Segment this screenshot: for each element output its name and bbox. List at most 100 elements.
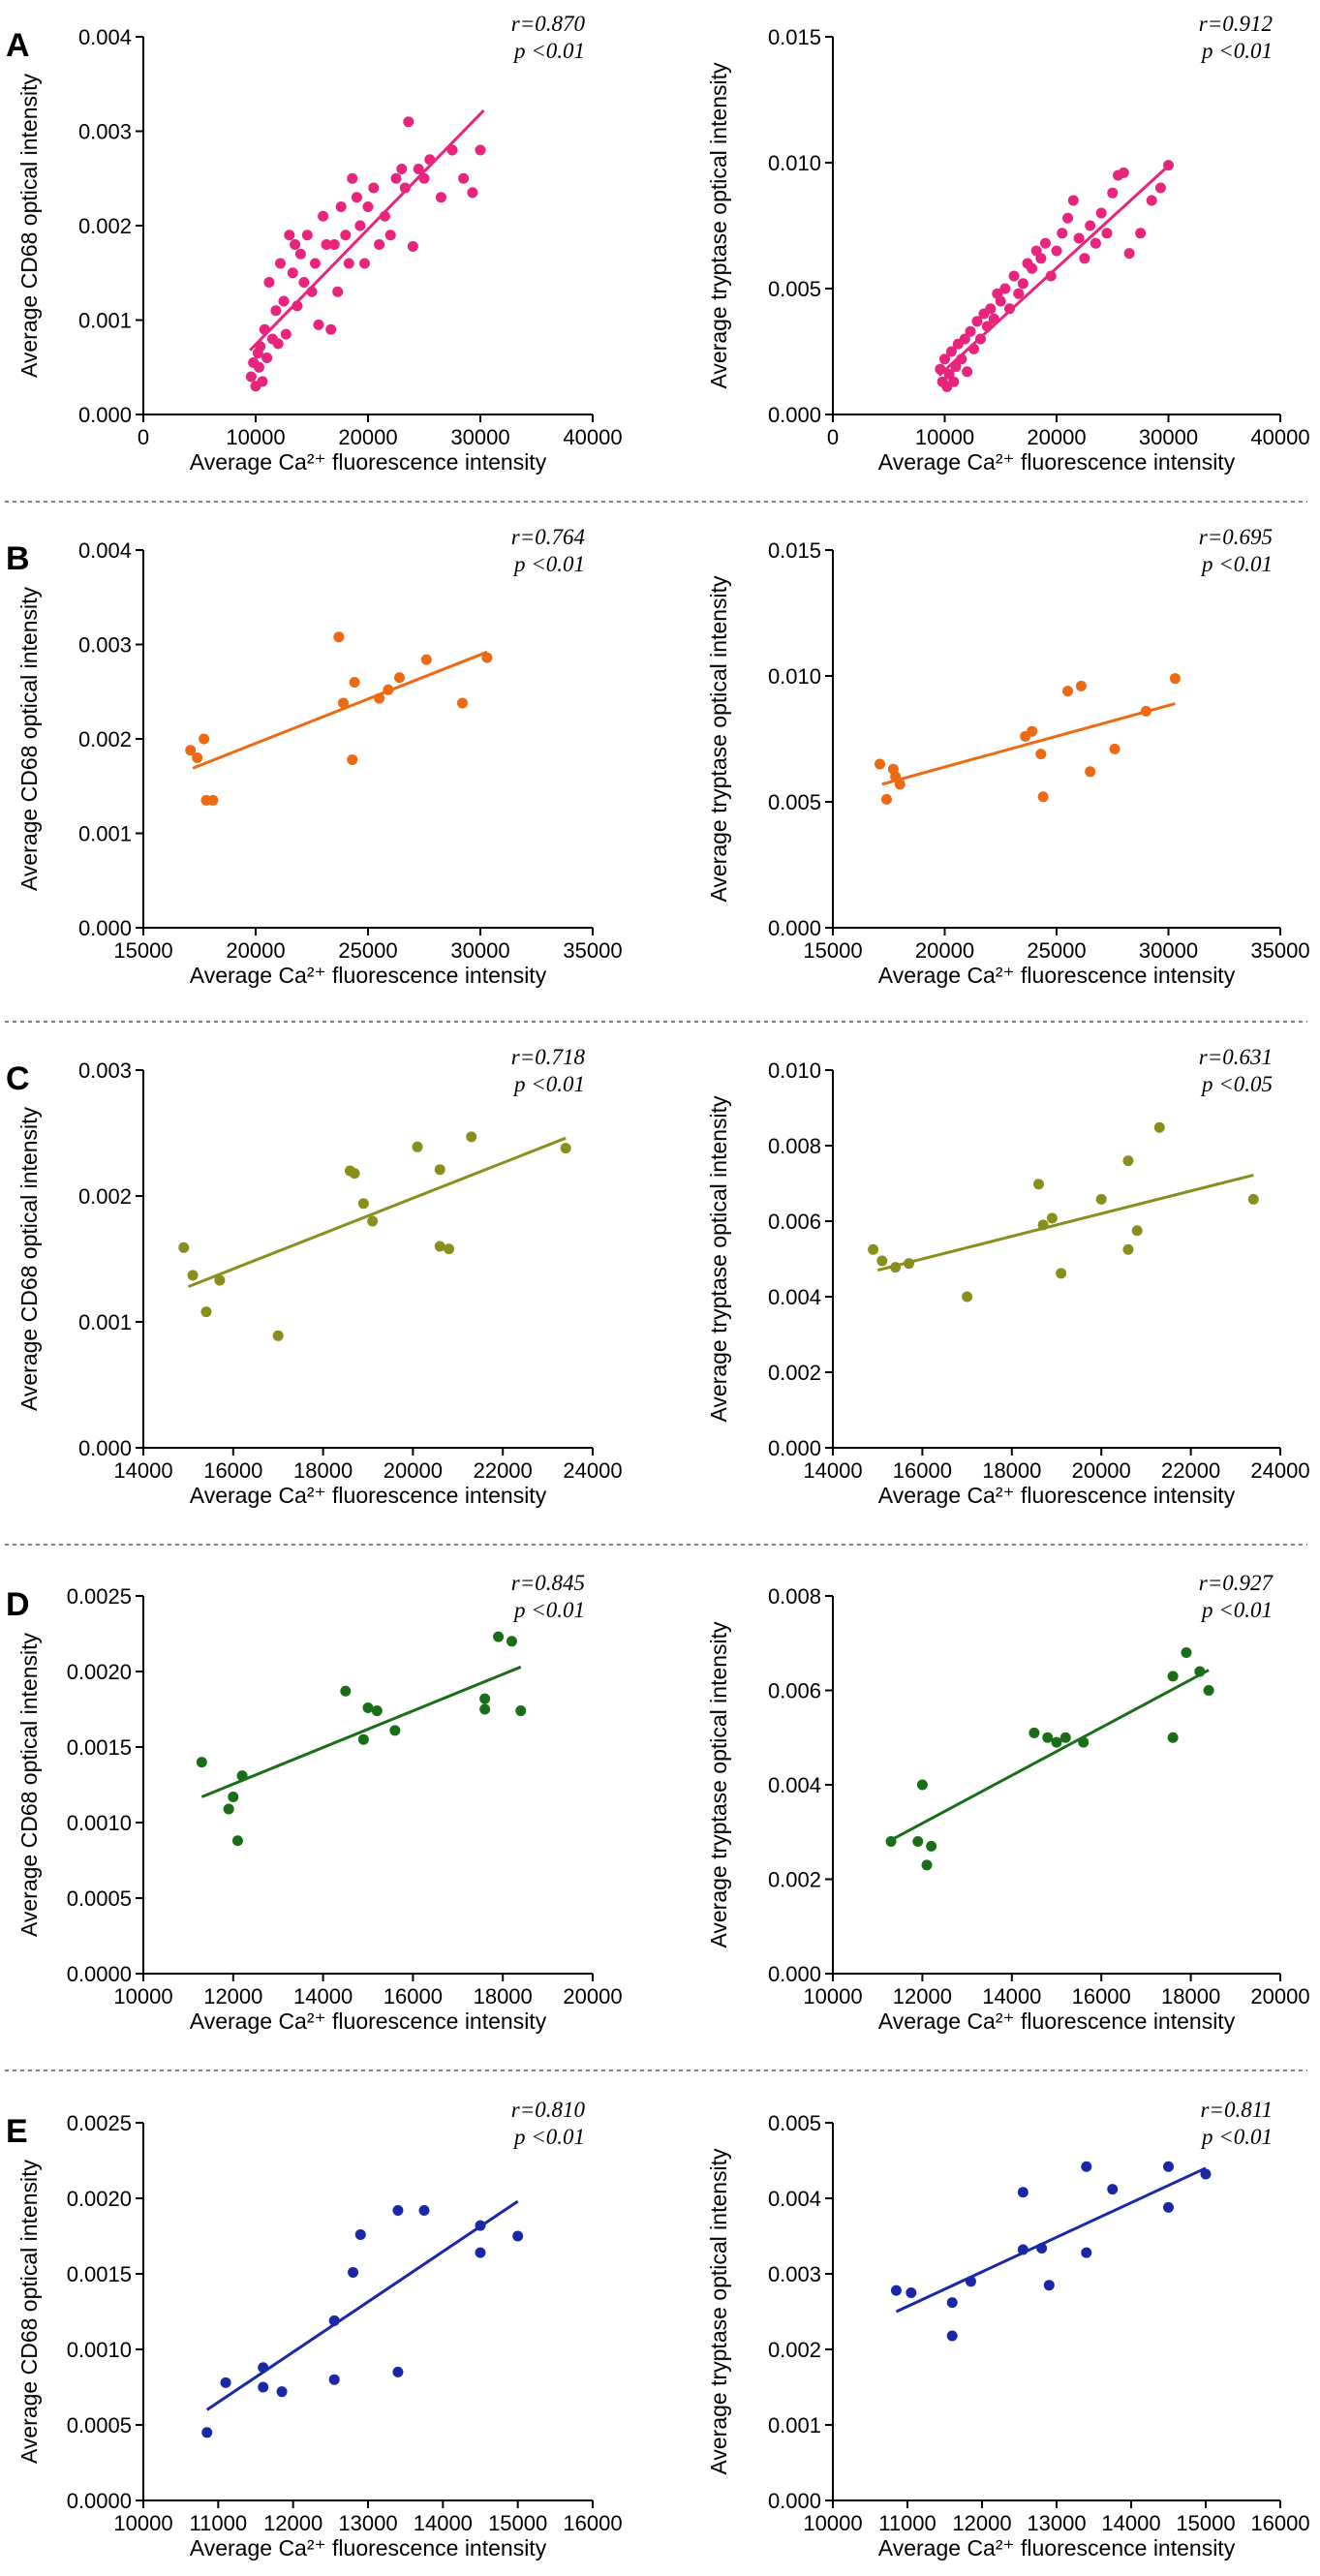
x-axis-label: Average Ca²⁺ fluorescence intensity (878, 449, 1236, 475)
data-point (1035, 253, 1047, 264)
data-point (328, 2374, 340, 2385)
chart-a-cd68: 0.000 0.001 0.002 0.003 0.004 0 10000 20000 3000… (16, 12, 623, 475)
x-tick-label: 40000 (1250, 425, 1309, 449)
stat-p-value: p <0.01 (1200, 39, 1273, 63)
data-point (946, 2330, 958, 2342)
data-point (413, 164, 424, 174)
y-tick-label: 0.0005 (67, 1886, 132, 1911)
data-point (894, 779, 906, 790)
data-point (1135, 228, 1147, 239)
data-point (935, 363, 946, 375)
data-point (1057, 228, 1068, 239)
data-point (276, 2386, 288, 2398)
y-tick-label: 0.005 (768, 790, 821, 814)
x-axis-label: Average Ca²⁺ fluorescence intensity (878, 2535, 1236, 2561)
data-point (868, 1243, 879, 1255)
data-point (1107, 187, 1119, 199)
data-point (185, 745, 197, 756)
data-point (379, 210, 390, 222)
y-tick-label: 0.002 (768, 1361, 821, 1385)
data-point (1013, 288, 1025, 299)
data-point (962, 366, 973, 378)
data-point (1017, 278, 1028, 290)
data-point (1042, 1732, 1054, 1743)
data-point (1090, 237, 1101, 249)
regression-line (249, 109, 485, 352)
regression-line (876, 1173, 1254, 1273)
data-point (959, 333, 970, 345)
y-tick-label: 0.0010 (67, 2338, 132, 2362)
y-tick-label: 0.005 (768, 277, 821, 301)
data-point (876, 1255, 888, 1267)
data-point (939, 353, 950, 365)
x-tick-label: 14000 (113, 1458, 172, 1483)
data-point (1167, 1671, 1179, 1682)
x-tick-label: 16000 (1250, 2511, 1309, 2535)
x-axis-label: Average Ca²⁺ fluorescence intensity (878, 2009, 1236, 2034)
regression-line (187, 1136, 567, 1288)
panel-letter-c: C (6, 1060, 30, 1097)
data-point (1037, 1219, 1049, 1231)
x-tick-label: 14000 (982, 1984, 1041, 2009)
data-point (368, 182, 380, 194)
data-point (399, 182, 411, 194)
data-point (335, 201, 347, 212)
y-tick-label: 0.005 (768, 2111, 821, 2135)
x-tick-label: 14000 (293, 1984, 353, 2009)
x-tick-label: 11000 (190, 2511, 248, 2535)
data-point (1203, 1685, 1214, 1696)
data-point (1017, 2187, 1028, 2198)
data-point (1028, 1727, 1040, 1738)
data-point (258, 2362, 269, 2374)
y-tick-label: 0.0000 (67, 1962, 132, 1986)
y-tick-label: 0.010 (768, 1058, 821, 1083)
y-tick-label: 0.015 (768, 25, 821, 49)
chart-b-tryptase: 0.000 0.005 0.010 0.015 15000 20000 25000 30000… (706, 525, 1310, 988)
data-point (374, 692, 385, 704)
data-point (458, 172, 470, 184)
y-tick-label: 0.003 (78, 633, 132, 658)
y-tick-label: 0.002 (78, 214, 132, 238)
data-point (403, 116, 414, 128)
stat-r-value: r=0.870 (511, 12, 586, 36)
x-tick-label: 10000 (226, 425, 285, 449)
x-tick-label: 18000 (982, 1458, 1041, 1483)
data-point (396, 164, 408, 174)
data-point (343, 258, 354, 269)
data-point (956, 353, 967, 365)
y-tick-label: 0.002 (768, 1868, 821, 1892)
data-point (1027, 725, 1038, 737)
x-tick-label: 0 (138, 425, 149, 449)
stat-p-value: p <0.01 (512, 1598, 585, 1622)
stat-r-value: r=0.927 (1199, 1571, 1274, 1595)
x-tick-label: 35000 (563, 938, 622, 963)
data-point (220, 2377, 231, 2388)
x-tick-label: 20000 (1250, 1984, 1309, 2009)
data-point (1122, 1243, 1134, 1255)
data-point (1085, 220, 1096, 231)
x-tick-label: 40000 (563, 425, 622, 449)
data-point (1131, 1225, 1143, 1237)
data-point (392, 2366, 404, 2377)
data-point (479, 1703, 491, 1715)
data-point (328, 2315, 340, 2326)
y-tick-label: 0.002 (78, 727, 132, 751)
data-point (945, 346, 957, 357)
y-tick-label: 0.000 (78, 1436, 132, 1460)
data-point (337, 697, 349, 709)
stat-p-value: p <0.01 (512, 2125, 585, 2149)
data-point (965, 2276, 976, 2287)
x-tick-label: 25000 (338, 938, 397, 963)
x-tick-label: 12000 (952, 2511, 1011, 2535)
data-point (1146, 195, 1157, 206)
x-tick-label: 13000 (338, 2511, 397, 2535)
data-point (880, 793, 892, 805)
stat-p-value: p <0.05 (1200, 1072, 1273, 1096)
data-point (1118, 167, 1129, 178)
regression-line (205, 2199, 519, 2411)
data-point (434, 1164, 445, 1176)
stat-r-value: r=0.810 (511, 2098, 586, 2122)
data-point (347, 172, 358, 184)
data-point (201, 2427, 213, 2438)
y-tick-label: 0.003 (78, 120, 132, 144)
